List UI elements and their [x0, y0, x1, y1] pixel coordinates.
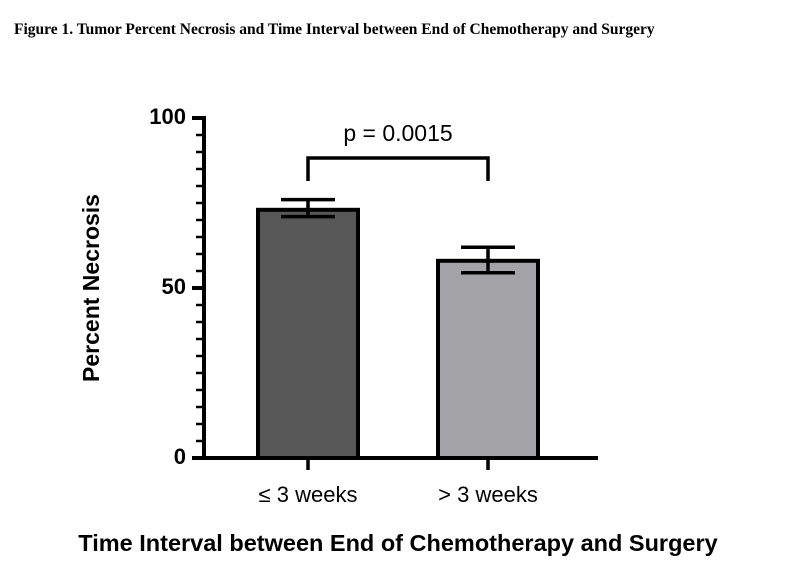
y-tick-label: 50 — [162, 274, 186, 299]
bar-1 — [256, 207, 360, 460]
y-axis-label: Percent Necrosis — [78, 194, 104, 382]
p-value-label: p = 0.0015 — [343, 120, 452, 146]
y-tick-label: 0 — [174, 444, 186, 469]
significance-bracket — [306, 156, 490, 181]
x-axis-label: Time Interval between End of Chemotherap… — [78, 530, 717, 556]
x-tick-label: ≤ 3 weeks — [259, 482, 358, 507]
figure-caption: Figure 1. Tumor Percent Necrosis and Tim… — [14, 21, 655, 38]
y-tick-label: 100 — [149, 104, 186, 129]
bar-2 — [436, 258, 540, 460]
x-tick-label: > 3 weeks — [438, 482, 538, 507]
